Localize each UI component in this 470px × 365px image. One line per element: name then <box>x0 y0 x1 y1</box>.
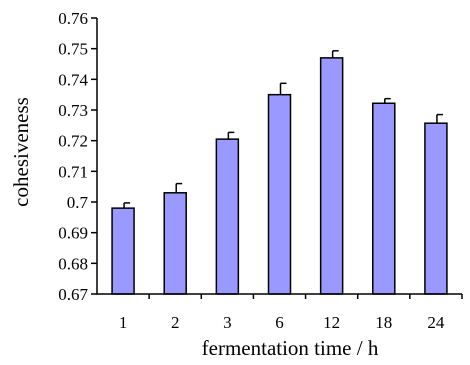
bars <box>111 50 448 295</box>
axis-lines <box>96 18 462 295</box>
y-tick-label: 0.71 <box>58 162 88 181</box>
y-tick-label: 0.69 <box>58 224 88 243</box>
bar <box>267 93 292 295</box>
x-tick-label: 24 <box>427 313 445 332</box>
bar <box>163 192 187 295</box>
bar <box>372 102 396 295</box>
x-axis-labels: 1 2 3 6 12 18 24 <box>119 294 463 332</box>
x-tick-label: 18 <box>375 313 392 332</box>
y-tick-label: 0.68 <box>58 254 88 273</box>
bar <box>215 138 240 295</box>
x-tick-label: 3 <box>223 313 232 332</box>
x-tick-label: 6 <box>275 313 284 332</box>
y-tick-label: 0.72 <box>58 132 88 151</box>
y-tick-label: 0.73 <box>58 101 88 120</box>
bar <box>111 207 135 295</box>
y-tick-label: 0.75 <box>58 40 88 59</box>
y-axis-ticks: 0.67 0.68 0.69 0.7 0.71 0.72 0.73 0.74 0.75 0.76 <box>58 9 97 304</box>
y-axis-title: cohesiveness <box>9 97 33 207</box>
x-tick-label: 2 <box>171 313 180 332</box>
x-tick-label: 12 <box>323 313 340 332</box>
y-tick-label: 0.74 <box>58 70 88 89</box>
y-tick-label: 0.76 <box>58 9 88 28</box>
bar <box>424 122 448 295</box>
bar <box>319 57 344 295</box>
x-tick-label: 1 <box>119 313 128 332</box>
y-tick-label: 0.7 <box>67 193 89 212</box>
y-tick-label: 0.67 <box>58 285 88 304</box>
x-axis-title: fermentation time / h <box>202 336 379 360</box>
